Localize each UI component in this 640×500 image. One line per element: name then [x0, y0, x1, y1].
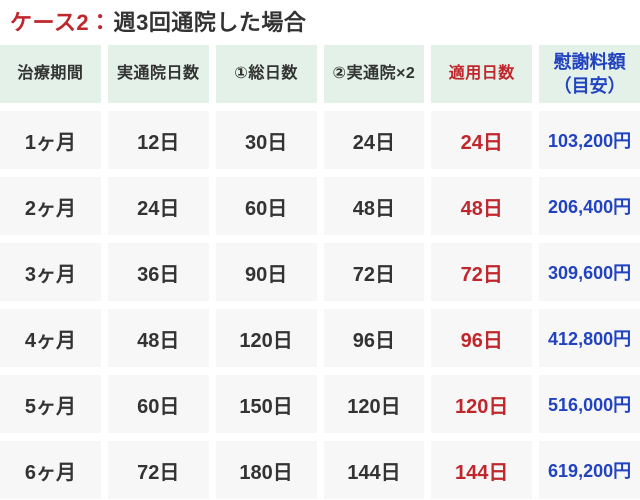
header-cell-5: 慰謝料額 （目安） [539, 45, 640, 103]
table-cell-r1-c5: 206,400円 [539, 177, 640, 235]
table-cell-r1-c0: 2ヶ月 [0, 177, 101, 235]
table-cell-r1-c2: 60日 [215, 177, 317, 235]
table-cell-r3-c5: 412,800円 [539, 309, 640, 367]
table-cell-r5-c2: 180日 [215, 441, 317, 499]
table-cell-r5-c0: 6ヶ月 [0, 441, 101, 499]
table-cell-r5-c5: 619,200円 [539, 441, 640, 499]
table-cell-r3-c4: 96日 [431, 309, 533, 367]
table-cell-r4-c1: 60日 [107, 375, 209, 433]
page-title: ケース2：週3回通院した場合 [0, 0, 640, 45]
table-cell-r0-c1: 12日 [107, 111, 209, 169]
table-cell-r1-c1: 24日 [107, 177, 209, 235]
table-cell-r0-c5: 103,200円 [539, 111, 640, 169]
compensation-table: 治療期間 実通院日数 ①総日数 ②実通院×2 適用日数 慰謝料額 （目安） 1ヶ月 12日 30… [0, 45, 640, 499]
table-cell-r2-c3: 72日 [323, 243, 425, 301]
table-cell-r3-c2: 120日 [215, 309, 317, 367]
table-cell-r5-c3: 144日 [323, 441, 425, 499]
table-cell-r4-c0: 5ヶ月 [0, 375, 101, 433]
title-text: 週3回通院した場合 [113, 10, 307, 35]
header-cell-1: 実通院日数 [107, 45, 209, 103]
table-cell-r2-c2: 90日 [215, 243, 317, 301]
table-cell-r5-c4: 144日 [431, 441, 533, 499]
table-cell-r2-c1: 36日 [107, 243, 209, 301]
header-cell-3: ②実通院×2 [323, 45, 425, 103]
header-cell-4: 適用日数 [431, 45, 533, 103]
table-cell-r2-c0: 3ヶ月 [0, 243, 101, 301]
table-cell-r0-c3: 24日 [323, 111, 425, 169]
table-cell-r4-c3: 120日 [323, 375, 425, 433]
table-cell-r1-c3: 48日 [323, 177, 425, 235]
header-cell-0: 治療期間 [0, 45, 101, 103]
table-cell-r3-c1: 48日 [107, 309, 209, 367]
table-cell-r4-c4: 120日 [431, 375, 533, 433]
header-cell-2: ①総日数 [215, 45, 317, 103]
table-cell-r3-c0: 4ヶ月 [0, 309, 101, 367]
title-case-label: ケース2： [10, 10, 112, 35]
table-cell-r4-c2: 150日 [215, 375, 317, 433]
table-cell-r0-c0: 1ヶ月 [0, 111, 101, 169]
table-cell-r2-c4: 72日 [431, 243, 533, 301]
table-cell-r2-c5: 309,600円 [539, 243, 640, 301]
table-cell-r0-c2: 30日 [215, 111, 317, 169]
table-cell-r4-c5: 516,000円 [539, 375, 640, 433]
table-cell-r3-c3: 96日 [323, 309, 425, 367]
table-cell-r0-c4: 24日 [431, 111, 533, 169]
table-cell-r1-c4: 48日 [431, 177, 533, 235]
table-cell-r5-c1: 72日 [107, 441, 209, 499]
